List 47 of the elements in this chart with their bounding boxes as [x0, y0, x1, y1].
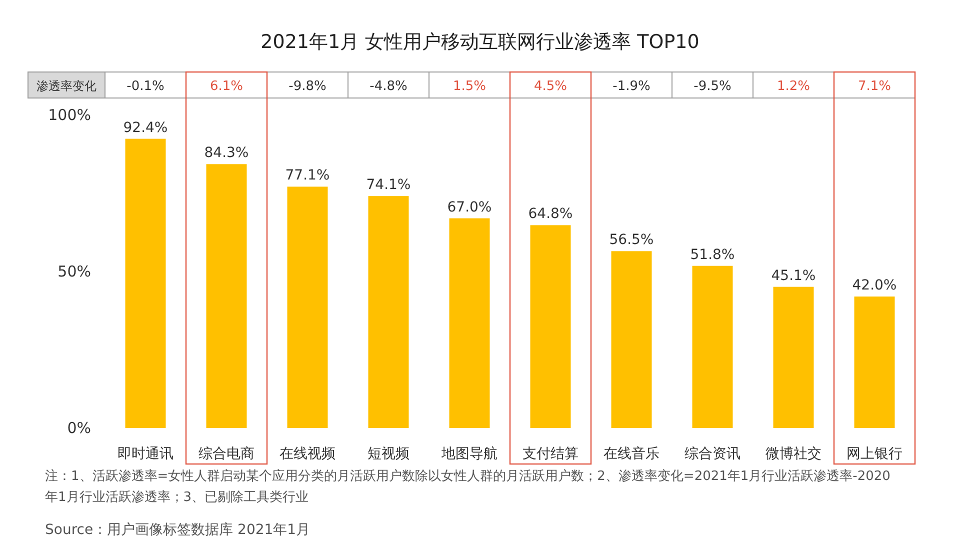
bar [125, 138, 166, 428]
text: 4.5% [534, 79, 568, 94]
data-label: 84.3% [204, 145, 249, 162]
data-label: 56.5% [609, 232, 654, 248]
x-tick-label: 即时通讯 [118, 446, 174, 462]
data-label: 74.1% [366, 177, 411, 194]
bar [206, 164, 247, 428]
bar [287, 186, 328, 428]
x-tick-label: 支付结算 [522, 446, 578, 462]
bar [368, 196, 409, 428]
bar [449, 218, 490, 428]
data-label: 67.0% [447, 199, 492, 216]
y-tick-label: 100% [48, 106, 91, 124]
x-tick-label: 在线视频 [280, 446, 336, 462]
bar [692, 266, 733, 428]
text: -9.5% [694, 79, 732, 94]
data-label: 77.1% [285, 168, 330, 184]
text: 1.5% [452, 79, 486, 94]
x-tick-label: 微博社交 [766, 446, 822, 462]
source-note: Source：用户画像标签数据库 2021年1月 [45, 522, 310, 538]
x-tick-label: 网上银行 [846, 446, 902, 462]
x-tick-label: 短视频 [368, 446, 410, 462]
bar [773, 286, 814, 428]
y-tick-label: 50% [58, 262, 91, 280]
data-label: 51.8% [690, 246, 735, 263]
bar [854, 296, 895, 428]
text: 7.1% [858, 79, 892, 94]
bar [611, 251, 652, 428]
text: 6.1% [210, 79, 244, 94]
text: -4.8% [370, 79, 408, 94]
bar [530, 225, 571, 428]
x-tick-label: 综合资讯 [684, 446, 740, 462]
data-label: 45.1% [771, 268, 816, 284]
chart-title: 2021年1月 女性用户移动互联网行业渗透率 TOP10 [260, 31, 700, 53]
text: -9.8% [288, 79, 326, 94]
x-tick-label: 综合电商 [198, 446, 254, 462]
data-label: 42.0% [852, 278, 897, 294]
x-tick-label: 在线音乐 [604, 446, 660, 462]
x-tick-label: 地图导航 [440, 446, 498, 462]
y-tick-label: 0% [67, 419, 91, 437]
data-label: 92.4% [123, 120, 168, 136]
text: 1.2% [776, 79, 810, 94]
text: -1.9% [612, 79, 650, 94]
text: 注：1、活跃渗透率=女性人群启动某个应用分类的月活跃用户数除以女性人群的月活跃用户数；2、渗透率变化=2021年1月行业活跃渗透率-2020年1月行业活跃渗透率；3、已剔除工具类行业 [45, 468, 890, 505]
text: -0.1% [126, 79, 164, 94]
text: 渗透率变化 [36, 79, 96, 93]
data-label: 64.8% [528, 206, 573, 222]
